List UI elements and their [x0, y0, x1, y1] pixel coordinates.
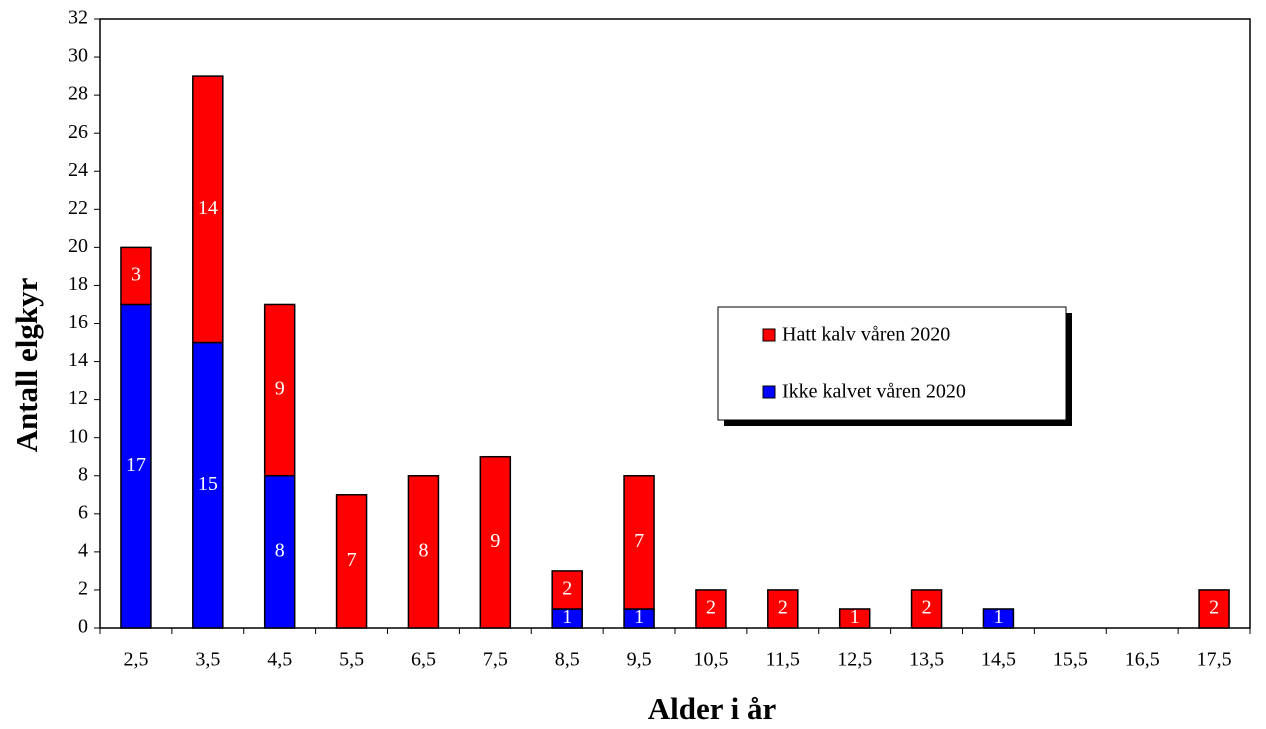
- bar-segment: [192, 75, 224, 344]
- data-label: 8: [418, 539, 428, 561]
- legend: [717, 306, 1067, 421]
- legend-swatch: [762, 328, 776, 342]
- x-tick-label: 16,5: [1125, 649, 1160, 671]
- y-tick-label: 4: [78, 539, 88, 561]
- data-label: 2: [922, 597, 932, 619]
- data-label: 1: [562, 606, 572, 628]
- legend-label: Hatt kalv våren 2020: [782, 324, 950, 346]
- legend-swatch: [762, 385, 776, 399]
- x-tick-label: 17,5: [1197, 649, 1232, 671]
- bar-segment: [838, 608, 871, 629]
- x-tick-label: 2,5: [123, 649, 148, 671]
- bar-segment: [1198, 589, 1230, 629]
- x-tick-label: 6,5: [411, 649, 436, 671]
- y-tick-label: 22: [68, 197, 88, 219]
- bar-segment: [407, 475, 440, 629]
- x-tick-label: 12,5: [837, 649, 872, 671]
- y-tick-label: 28: [68, 83, 88, 105]
- x-tick-label: 11,5: [766, 649, 800, 671]
- y-tick-label: 20: [68, 235, 88, 257]
- x-tick-label: 14,5: [981, 649, 1016, 671]
- data-label: 8: [275, 539, 285, 561]
- bar-segment: [263, 475, 296, 629]
- bar-segment: [192, 341, 224, 629]
- y-tick-label: 30: [68, 45, 88, 67]
- x-tick-label: 5,5: [339, 649, 364, 671]
- data-label: 15: [198, 473, 218, 495]
- data-label: 14: [198, 197, 218, 219]
- y-tick-label: 0: [78, 616, 88, 638]
- y-tick-label: 32: [68, 7, 88, 29]
- y-tick-label: 10: [68, 425, 88, 447]
- y-axis-title: Antall elgkyr: [9, 277, 44, 452]
- y-tick-label: 24: [68, 159, 88, 181]
- legend-label: Ikke kalvet våren 2020: [782, 381, 966, 403]
- x-tick-label: 3,5: [195, 649, 220, 671]
- bar-segment: [551, 570, 583, 610]
- bar-segment: [120, 246, 152, 306]
- x-tick-label: 4,5: [267, 649, 292, 671]
- bar-segment: [263, 303, 296, 477]
- x-tick-label: 15,5: [1053, 649, 1088, 671]
- bar-segment: [910, 589, 943, 629]
- y-tick-label: 6: [78, 501, 88, 523]
- data-label: 17: [126, 454, 146, 476]
- y-tick-label: 26: [68, 121, 88, 143]
- x-tick-label: 9,5: [627, 649, 652, 671]
- bar-segment: [623, 475, 655, 610]
- data-label: 2: [778, 597, 788, 619]
- data-label: 9: [490, 530, 500, 552]
- x-tick-label: 13,5: [909, 649, 944, 671]
- data-label: 7: [634, 530, 644, 552]
- bar-segment: [479, 455, 512, 629]
- bar-segment: [695, 589, 727, 629]
- y-tick-label: 16: [68, 311, 88, 333]
- data-label: 1: [634, 606, 644, 628]
- bar-segment: [767, 589, 799, 629]
- data-label: 3: [131, 264, 141, 286]
- x-tick-label: 10,5: [693, 649, 728, 671]
- bar-segment: [335, 494, 368, 629]
- y-tick-label: 8: [78, 463, 88, 485]
- y-tick-label: 14: [68, 349, 88, 371]
- x-tick-label: 7,5: [483, 649, 508, 671]
- data-label: 7: [347, 549, 357, 571]
- data-label: 2: [1209, 597, 1219, 619]
- x-tick-label: 8,5: [555, 649, 580, 671]
- data-label: 1: [993, 606, 1003, 628]
- y-tick-label: 12: [68, 387, 88, 409]
- data-label: 2: [562, 578, 572, 600]
- bar-segment: [982, 608, 1015, 629]
- y-tick-label: 2: [78, 578, 88, 600]
- data-label: 2: [706, 597, 716, 619]
- data-label: 9: [275, 378, 285, 400]
- data-label: 1: [850, 606, 860, 628]
- x-axis-title: Alder i år: [648, 691, 777, 726]
- y-tick-label: 18: [68, 273, 88, 295]
